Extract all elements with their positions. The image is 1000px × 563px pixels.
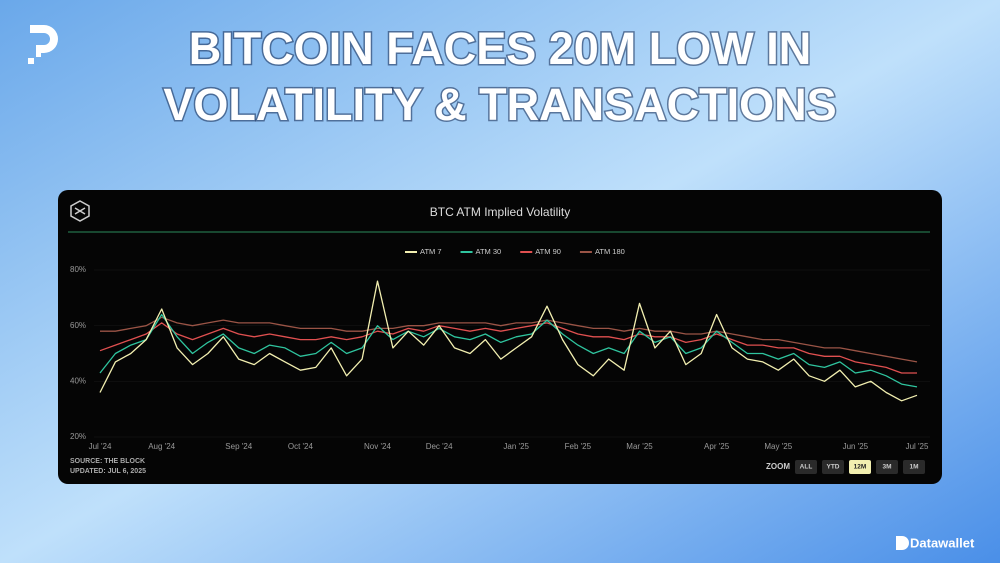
x-tick-label: Mar '25 xyxy=(626,442,653,451)
updated: UPDATED: JUL 6, 2025 xyxy=(70,468,146,475)
x-tick-label: Oct '24 xyxy=(288,442,314,451)
zoom-button[interactable] xyxy=(822,460,844,474)
legend-label: ATM 180 xyxy=(595,247,625,256)
x-tick-label: Feb '25 xyxy=(565,442,592,451)
panel-icon xyxy=(70,200,90,222)
source: SOURCE: THE BLOCK xyxy=(70,458,145,465)
legend-label: ATM 30 xyxy=(476,247,502,256)
brand-name: Datawallet xyxy=(910,535,975,550)
brand: Datawallet xyxy=(896,535,975,550)
y-tick-label: 60% xyxy=(70,321,86,330)
x-tick-label: Aug '24 xyxy=(148,442,175,451)
chart-title: BTC ATM Implied Volatility xyxy=(430,205,570,219)
zoom-button[interactable] xyxy=(795,460,817,474)
logo xyxy=(28,25,58,64)
series-line xyxy=(99,322,917,374)
zoom-button-label[interactable]: 3M xyxy=(882,464,891,471)
chart-panel xyxy=(58,190,942,484)
x-tick-label: May '25 xyxy=(764,442,792,451)
x-tick-label: Dec '24 xyxy=(426,442,453,451)
zoom-button-label[interactable]: 12M xyxy=(854,464,867,471)
x-tick-label: Jul '24 xyxy=(89,442,112,451)
y-tick-label: 80% xyxy=(70,265,86,274)
legend-label: ATM 90 xyxy=(535,247,561,256)
zoom-label: ZOOM xyxy=(766,462,790,471)
x-tick-label: Nov '24 xyxy=(364,442,391,451)
zoom-button-label[interactable]: 1M xyxy=(909,464,918,471)
zoom-button-label[interactable]: ALL xyxy=(800,464,813,471)
x-tick-label: Jun '25 xyxy=(843,442,869,451)
x-tick-label: Sep '24 xyxy=(225,442,252,451)
x-tick-label: Jul '25 xyxy=(906,442,929,451)
zoom-button[interactable] xyxy=(876,460,898,474)
zoom-button[interactable] xyxy=(849,460,871,474)
x-tick-label: Apr '25 xyxy=(704,442,730,451)
y-tick-label: 40% xyxy=(70,376,86,385)
x-tick-label: Jan '25 xyxy=(503,442,529,451)
zoom-button-label[interactable]: YTD xyxy=(827,464,840,471)
headline: VOLATILITY & TRANSACTIONS xyxy=(163,79,836,130)
series-line xyxy=(99,313,918,388)
headline: BITCOIN FACES 20M LOW IN xyxy=(189,23,812,74)
y-tick-label: 20% xyxy=(70,432,86,441)
series-line xyxy=(99,280,918,402)
legend-label: ATM 7 xyxy=(420,247,442,256)
zoom-button[interactable] xyxy=(903,460,925,474)
series-line xyxy=(100,316,918,363)
